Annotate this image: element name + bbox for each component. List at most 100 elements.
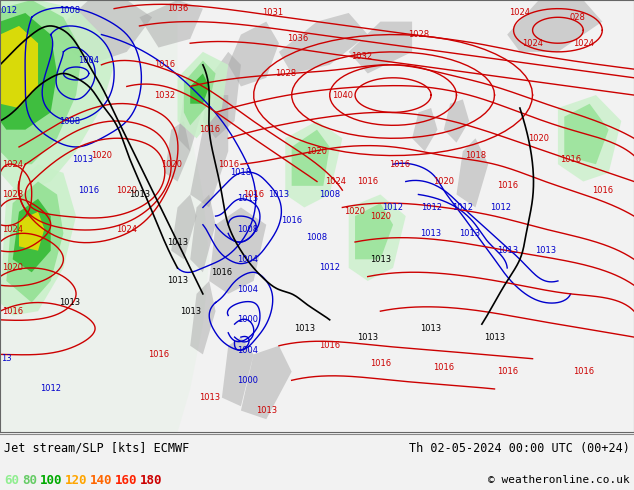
Text: 1008: 1008 (59, 6, 81, 15)
Text: 1020: 1020 (160, 160, 182, 169)
Text: 1018: 1018 (230, 169, 252, 177)
Polygon shape (184, 60, 216, 125)
Text: 1036: 1036 (287, 34, 309, 44)
Text: 1013: 1013 (198, 393, 220, 402)
Text: 1024: 1024 (509, 8, 531, 18)
Text: 1008: 1008 (236, 224, 258, 234)
Text: 1012: 1012 (420, 203, 442, 212)
Text: 1008: 1008 (306, 233, 328, 242)
Text: 1013: 1013 (294, 324, 315, 333)
Text: 13: 13 (1, 354, 11, 363)
Polygon shape (178, 52, 228, 138)
Text: 1016: 1016 (496, 367, 518, 376)
Text: 1013: 1013 (236, 195, 258, 203)
Text: 1013: 1013 (167, 276, 188, 285)
Polygon shape (13, 199, 51, 272)
Text: 1004: 1004 (236, 345, 258, 355)
Polygon shape (0, 164, 76, 316)
Polygon shape (222, 337, 254, 406)
Text: 1013: 1013 (179, 307, 201, 316)
Text: 1016: 1016 (592, 186, 613, 195)
Polygon shape (19, 212, 44, 251)
Polygon shape (190, 74, 209, 104)
Text: Th 02-05-2024 00:00 UTC (00+24): Th 02-05-2024 00:00 UTC (00+24) (409, 441, 630, 455)
Polygon shape (349, 22, 412, 74)
Text: 1013: 1013 (59, 298, 81, 307)
Text: 1020: 1020 (306, 147, 328, 156)
Text: 1013: 1013 (534, 246, 556, 255)
Polygon shape (355, 203, 393, 259)
Polygon shape (0, 0, 209, 432)
Polygon shape (558, 95, 621, 181)
Text: 1016: 1016 (573, 367, 594, 376)
Text: 1013: 1013 (256, 406, 277, 415)
Text: 1013: 1013 (420, 229, 442, 238)
Text: 1012: 1012 (490, 203, 512, 212)
Text: 1016: 1016 (243, 190, 264, 199)
Text: 1028: 1028 (408, 30, 429, 39)
Text: 1013: 1013 (458, 229, 480, 238)
Polygon shape (171, 195, 197, 259)
Text: 1013: 1013 (129, 190, 150, 199)
Text: 1016: 1016 (433, 363, 455, 372)
Polygon shape (507, 0, 602, 52)
Polygon shape (241, 346, 292, 419)
Polygon shape (0, 26, 38, 108)
Text: 1024: 1024 (522, 39, 543, 48)
Text: 1004: 1004 (236, 255, 258, 264)
Text: 1013: 1013 (496, 246, 518, 255)
Text: 1020: 1020 (91, 151, 112, 160)
Polygon shape (190, 281, 216, 354)
Text: 1020: 1020 (433, 177, 455, 186)
Text: © weatheronline.co.uk: © weatheronline.co.uk (488, 475, 630, 485)
Text: 100: 100 (40, 473, 63, 487)
Text: 1024: 1024 (325, 177, 347, 186)
Text: 1016: 1016 (148, 350, 169, 359)
Text: 1012: 1012 (40, 385, 61, 393)
Polygon shape (0, 13, 57, 130)
Polygon shape (0, 0, 82, 164)
Text: 1008: 1008 (59, 117, 81, 125)
Text: 1036: 1036 (167, 4, 188, 13)
Polygon shape (349, 195, 406, 281)
Polygon shape (0, 0, 114, 195)
Text: 1016: 1016 (217, 160, 239, 169)
Text: 1000: 1000 (236, 315, 258, 324)
Text: 1032: 1032 (351, 51, 372, 61)
Text: 140: 140 (90, 473, 112, 487)
Text: 1016: 1016 (281, 216, 302, 225)
Text: 1004: 1004 (78, 56, 100, 65)
Text: 1016: 1016 (2, 307, 23, 316)
Text: 1024: 1024 (2, 160, 23, 169)
Polygon shape (285, 121, 342, 207)
Text: Jet stream/SLP [kts] ECMWF: Jet stream/SLP [kts] ECMWF (4, 441, 190, 455)
Text: 028: 028 (569, 13, 585, 22)
Polygon shape (279, 13, 368, 74)
Text: 1016: 1016 (198, 125, 220, 134)
Text: 1013: 1013 (167, 238, 188, 246)
Text: 1016: 1016 (357, 177, 378, 186)
Text: 1016: 1016 (78, 186, 100, 195)
Polygon shape (209, 207, 266, 294)
Polygon shape (228, 22, 279, 86)
Text: 1016: 1016 (370, 359, 391, 368)
Text: 1012: 1012 (382, 203, 404, 212)
Text: 1004: 1004 (236, 285, 258, 294)
Text: 1013: 1013 (484, 333, 505, 342)
Text: 1031: 1031 (262, 8, 283, 18)
Text: 1013: 1013 (420, 324, 442, 333)
Text: 1020: 1020 (344, 207, 366, 216)
Polygon shape (51, 0, 152, 65)
Text: 1018: 1018 (465, 151, 486, 160)
Text: 1020: 1020 (528, 134, 550, 143)
Text: 1012: 1012 (0, 6, 17, 15)
Polygon shape (456, 138, 488, 207)
Polygon shape (165, 121, 190, 181)
Text: 1000: 1000 (236, 376, 258, 385)
Text: 1024: 1024 (2, 224, 23, 234)
Text: 1016: 1016 (560, 155, 581, 165)
Text: 120: 120 (65, 473, 87, 487)
Polygon shape (178, 78, 203, 151)
Text: 1028: 1028 (2, 190, 23, 199)
Text: 1012: 1012 (319, 264, 340, 272)
